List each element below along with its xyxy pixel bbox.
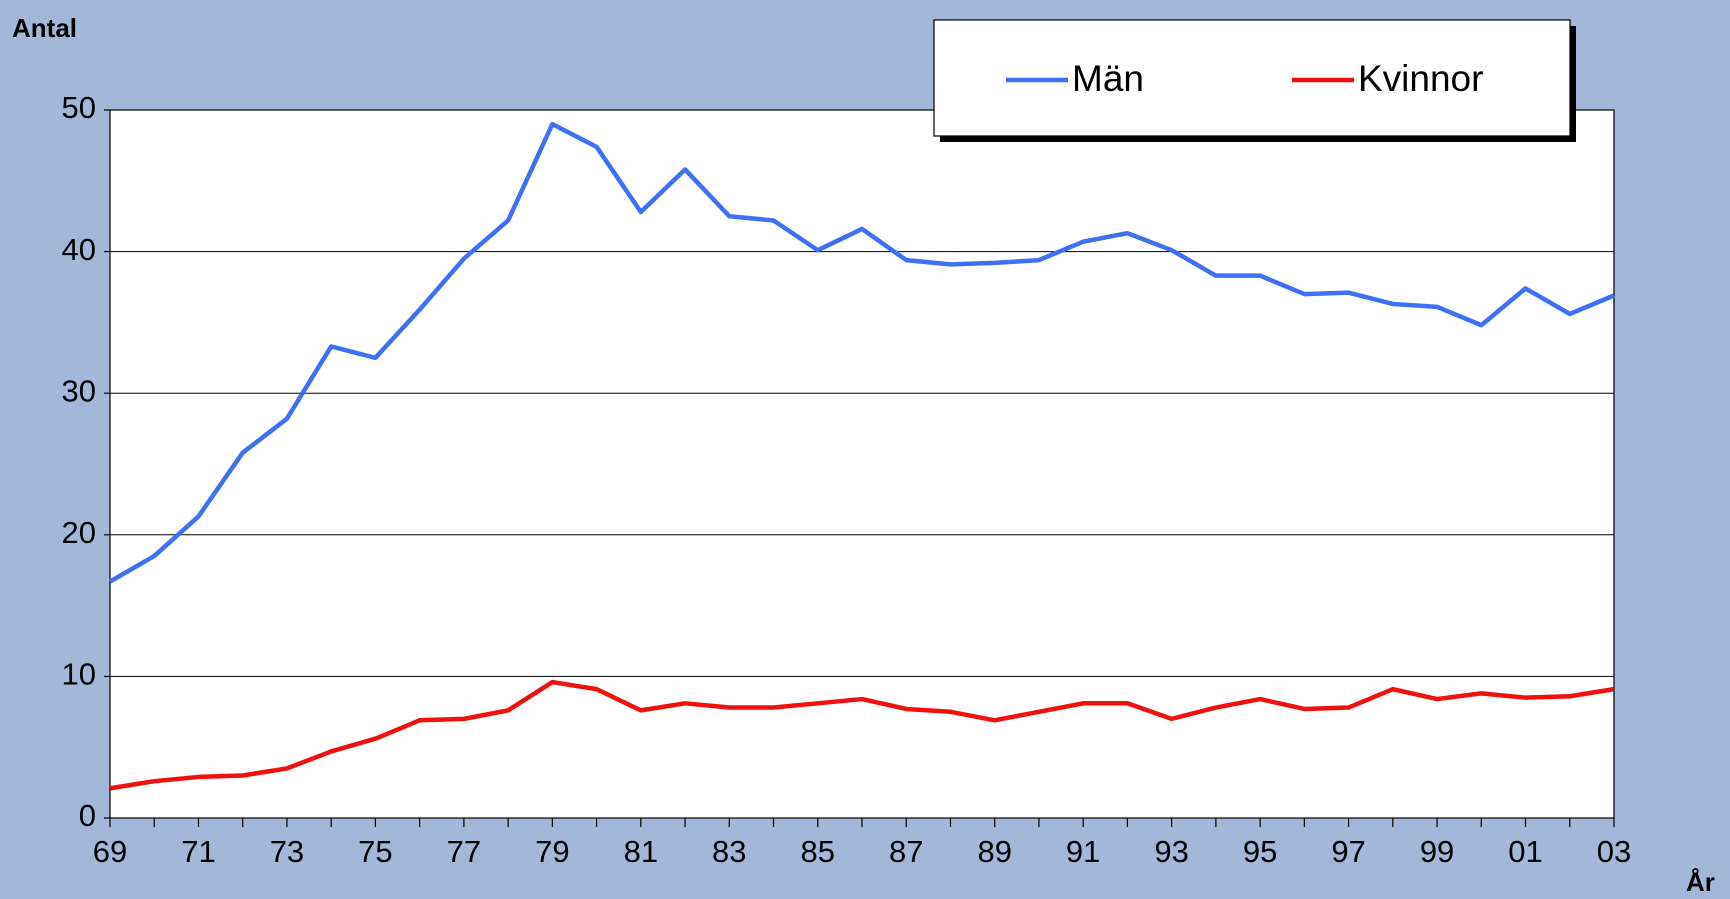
x-tick-label: 79	[535, 834, 569, 869]
x-tick-label: 77	[447, 834, 481, 869]
x-tick-label: 91	[1066, 834, 1100, 869]
series-line	[109, 679, 1615, 791]
legend-label: Män	[1072, 58, 1144, 99]
y-tick-label: 20	[62, 515, 96, 550]
x-tick-label: 99	[1420, 834, 1454, 869]
x-tick-label: 03	[1597, 834, 1631, 869]
legend-label: Kvinnor	[1358, 58, 1483, 99]
x-tick-label: 87	[889, 834, 923, 869]
x-tick-label: 95	[1243, 834, 1277, 869]
y-tick-label: 50	[62, 90, 96, 125]
y-axis-title: Antal	[12, 13, 77, 43]
x-tick-label: 93	[1154, 834, 1188, 869]
x-tick-label: 75	[358, 834, 392, 869]
x-tick-label: 81	[624, 834, 658, 869]
x-axis-title: År	[1686, 867, 1715, 897]
x-tick-label: 89	[977, 834, 1011, 869]
x-tick-label: 73	[270, 834, 304, 869]
x-tick-label: 83	[712, 834, 746, 869]
y-tick-label: 0	[79, 798, 96, 833]
x-tick-label: 69	[93, 834, 127, 869]
series-line	[108, 121, 1615, 584]
x-tick-label: 01	[1508, 834, 1542, 869]
plot-area	[109, 109, 1615, 819]
x-tick-label: 85	[801, 834, 835, 869]
x-tick-label: 71	[181, 834, 215, 869]
x-tick-label: 97	[1331, 834, 1365, 869]
y-tick-label: 10	[62, 657, 96, 692]
y-tick-label: 40	[62, 232, 96, 267]
y-tick-label: 30	[62, 373, 96, 408]
